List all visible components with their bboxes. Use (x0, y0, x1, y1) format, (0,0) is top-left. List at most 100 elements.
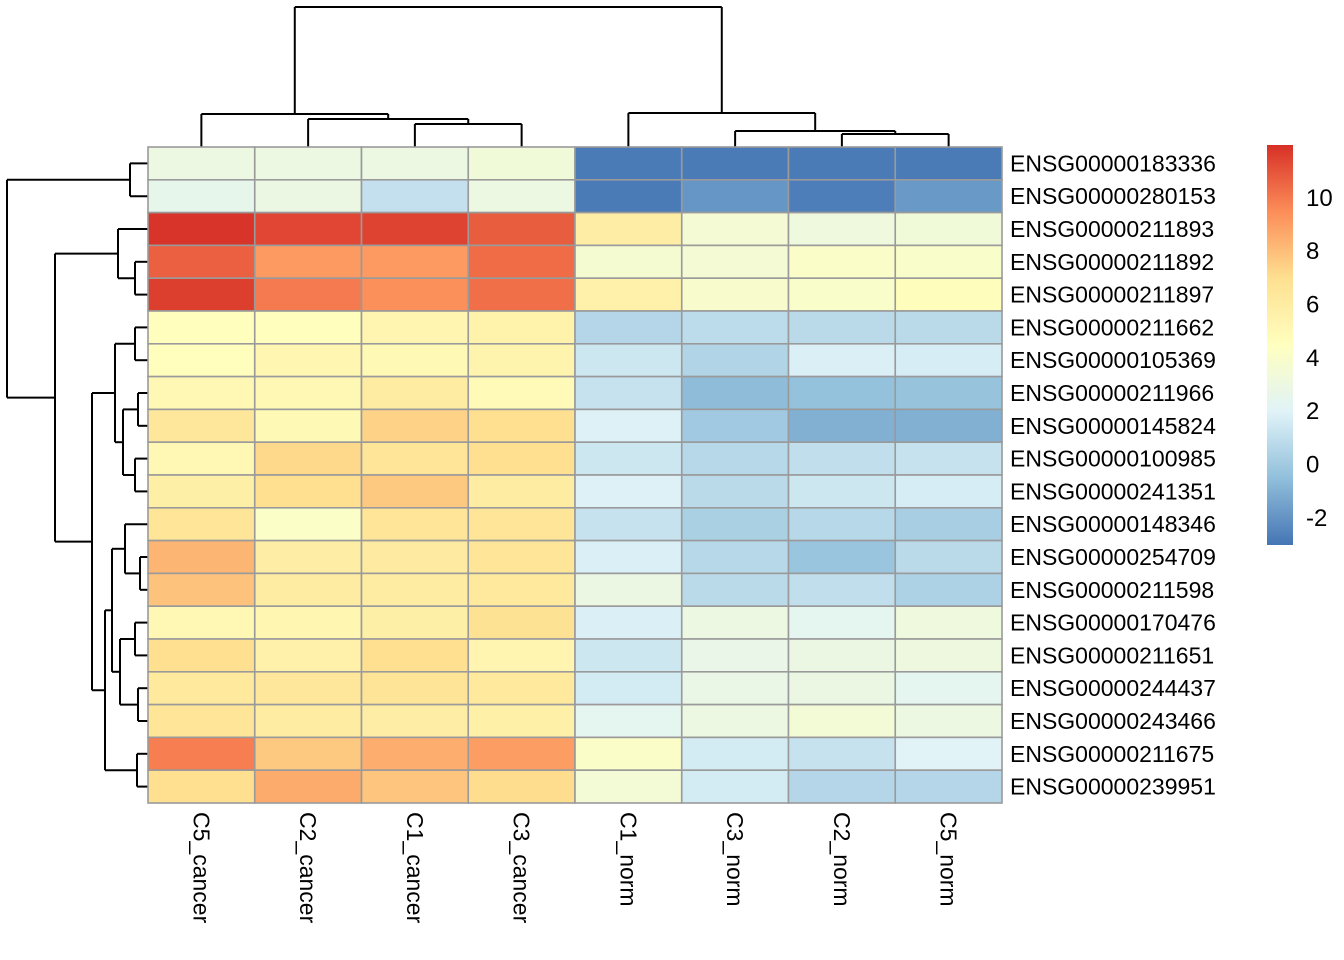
heatmap-cell (147, 539, 256, 575)
column-label: C1_cancer (402, 812, 428, 924)
row-label: ENSG00000211651 (1010, 642, 1214, 668)
heatmap-cell (253, 670, 363, 706)
row-label: ENSG00000244437 (1010, 675, 1216, 701)
heatmap-cell (467, 179, 576, 214)
heatmap-cell (360, 539, 470, 575)
heatmap-cell (147, 211, 256, 247)
heatmap-cell (894, 506, 1003, 542)
heatmap-cell (467, 441, 576, 476)
heatmap-cell (787, 736, 897, 772)
heatmap-cell (360, 342, 470, 378)
heatmap-cell (680, 277, 790, 312)
heatmap-cell (147, 244, 256, 279)
heatmap-cell (680, 375, 790, 411)
heatmap-cell (680, 506, 790, 542)
heatmap-cell (574, 474, 683, 509)
heatmap-cell (467, 211, 576, 247)
heatmap-cell (467, 539, 576, 575)
column-label: C2_cancer (295, 812, 321, 924)
heatmap-cell (787, 506, 897, 542)
heatmap-cell (894, 605, 1003, 640)
heatmap-cell (680, 670, 790, 706)
heatmap-cell (680, 408, 790, 443)
heatmap-cell (253, 310, 363, 345)
heatmap-cell (253, 211, 363, 247)
heatmap-cell (360, 375, 470, 411)
heatmap-cell (680, 211, 790, 247)
heatmap-cell (787, 670, 897, 706)
heatmap-cell (894, 375, 1003, 411)
heatmap-cell (894, 146, 1003, 181)
heatmap-cell (253, 506, 363, 542)
heatmap-cell (360, 506, 470, 542)
row-label: ENSG00000100985 (1010, 446, 1216, 472)
heatmap-cell (787, 375, 897, 411)
heatmap-cell (680, 736, 790, 772)
heatmap-cell (253, 638, 363, 673)
heatmap-cell (253, 703, 363, 739)
row-label: ENSG00000239951 (1010, 774, 1216, 800)
heatmap-cell (574, 572, 683, 608)
heatmap-cell (574, 342, 683, 378)
row-label: ENSG00000211662 (1010, 314, 1214, 340)
heatmap-cell (574, 408, 683, 443)
heatmap-cell (467, 572, 576, 608)
heatmap-cell (574, 146, 683, 181)
heatmap-cell (360, 605, 470, 640)
heatmap-cell (574, 277, 683, 312)
row-label: ENSG00000280153 (1010, 183, 1216, 209)
heatmap-cell (147, 146, 256, 181)
heatmap-cell (147, 769, 256, 804)
heatmap-cell (147, 670, 256, 706)
heatmap-cell (787, 277, 897, 312)
heatmap-cell (787, 408, 897, 443)
heatmap-cell (680, 310, 790, 345)
heatmap-cell (894, 474, 1003, 509)
legend-tick-label: -2 (1306, 505, 1327, 532)
heatmap-cell (574, 310, 683, 345)
heatmap-cell (467, 408, 576, 443)
heatmap-cell (680, 703, 790, 739)
heatmap-cell (253, 572, 363, 608)
heatmap-cell (894, 179, 1003, 214)
heatmap-cell (147, 277, 256, 312)
heatmap-cell (360, 474, 470, 509)
column-labels: C5_cancer C2_cancer C1_cancer C3_cancer C1_n… (188, 812, 961, 924)
heatmap-cell (787, 605, 897, 640)
heatmap-cell (574, 441, 683, 476)
heatmap-cell (574, 703, 683, 739)
row-labels: ENSG00000183336 ENSG00000280153 ENSG000002… (1010, 150, 1216, 799)
row-label: ENSG00000211598 (1010, 577, 1214, 603)
heatmap-cell (467, 736, 576, 772)
heatmap-cell (894, 572, 1003, 608)
row-label: ENSG00000170476 (1010, 610, 1216, 636)
heatmap-cell (253, 408, 363, 443)
column-dendrogram (200, 6, 950, 147)
heatmap-cell (680, 474, 790, 509)
heatmap-cell (360, 441, 470, 476)
heatmap-cell (467, 769, 576, 804)
heatmap-cell (787, 179, 897, 214)
heatmap-cell (360, 146, 470, 181)
heatmap-cell (680, 539, 790, 575)
row-label: ENSG00000211893 (1010, 216, 1214, 242)
heatmap-cell (680, 572, 790, 608)
heatmap-cell (147, 375, 256, 411)
heatmap-cell (574, 605, 683, 640)
heatmap-cell (787, 769, 897, 804)
heatmap-cell (680, 769, 790, 804)
heatmap-cell (894, 211, 1003, 247)
row-dendrogram (6, 162, 148, 788)
heatmap-cell (894, 769, 1003, 804)
heatmap-cell (574, 769, 683, 804)
heatmap-cell (360, 244, 470, 279)
heatmap-cell (894, 670, 1003, 706)
heatmap-cell (574, 736, 683, 772)
legend-tick-label: 4 (1306, 345, 1319, 372)
heatmap-grid (147, 146, 1003, 804)
heatmap-cell (467, 703, 576, 739)
heatmap-cell (147, 736, 256, 772)
row-label: ENSG00000211675 (1010, 741, 1214, 767)
heatmap-cell (360, 638, 470, 673)
